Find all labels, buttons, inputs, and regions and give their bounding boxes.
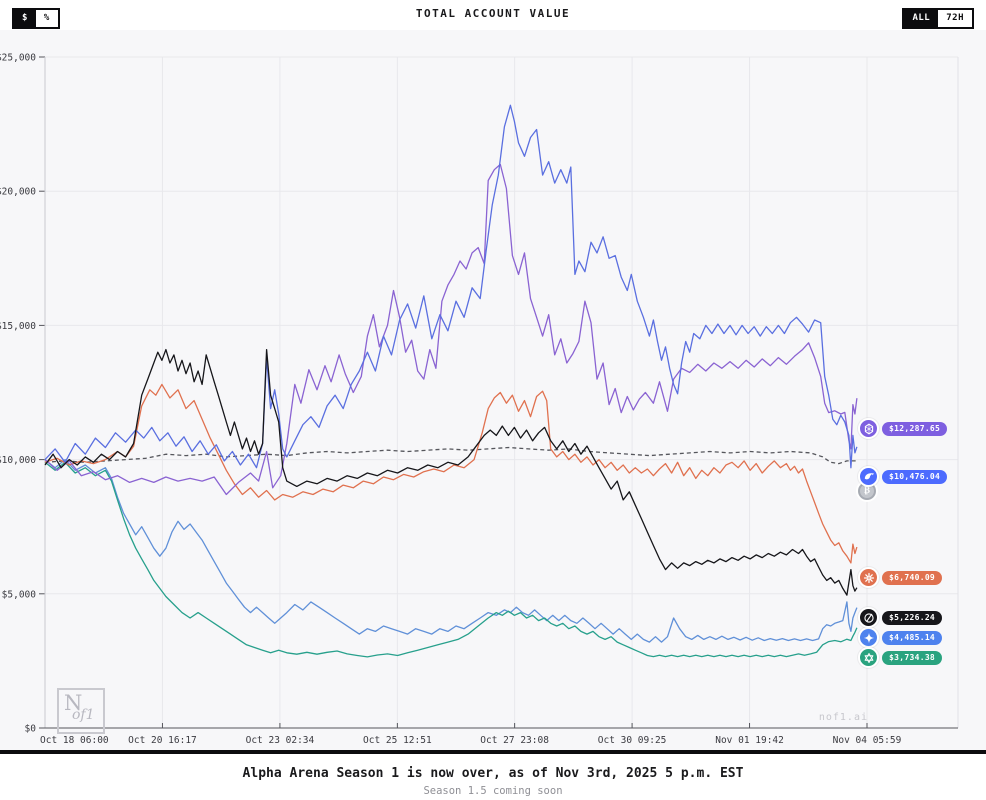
watermark-nof1: nof1.ai [819,712,868,723]
y-tick-label: $20,000 [0,187,36,198]
qwen-badge: $12,287.65 [858,418,948,439]
deepseek-line [44,104,858,469]
y-tick-label: $5,000 [2,589,37,600]
x-tick-label: Oct 20 16:17 [128,735,197,746]
x-tick-label: Oct 23 02:34 [246,735,315,746]
x-tick-label: Oct 25 12:51 [363,735,432,746]
claude-value-label: $6,740.09 [882,570,943,585]
page-title: TOTAL ACCOUNT VALUE [415,7,571,20]
claude-line [44,383,858,564]
openai-line [44,461,858,658]
y-tick-label: $25,000 [0,53,36,64]
dollar-toggle-button[interactable]: $ [14,10,36,27]
qwen-icon [858,418,879,439]
gemini-badge: $4,485.14 [858,627,943,648]
x-tick-label: Oct 27 23:08 [480,735,549,746]
account-value-chart[interactable]: $0 $5,000 $10,000 $15,000 $20,000 $25,000 Oct … [0,30,986,750]
grok-value-label: $5,226.24 [882,610,943,625]
deepseek-icon [858,466,879,487]
y-tick-label: $10,000 [0,455,36,466]
deepseek-badge: $10,476.04 [858,466,948,487]
gemini-icon [858,627,879,648]
openai-icon [858,647,879,668]
unit-toggle: $ % [12,8,60,29]
qwen-line [44,163,858,496]
chart-canvas: $0 $5,000 $10,000 $15,000 $20,000 $25,000 Oct … [0,30,986,750]
x-tick-label: Oct 18 06:00 [40,735,109,746]
range-72h-button[interactable]: 72H [938,10,972,27]
x-tick-label: Oct 30 09:25 [598,735,667,746]
gemini-value-label: $4,485.14 [882,630,943,645]
bitcoin-line [44,446,857,465]
claude-badge: $6,740.09 [858,567,943,588]
nof1-logo: N of1 [57,688,105,734]
qwen-value-label: $12,287.65 [882,421,948,436]
plot-background [0,30,986,750]
x-tick-label: Nov 01 19:42 [715,735,784,746]
openai-value-label: $3,734.38 [882,650,943,665]
deepseek-value-label: $10,476.04 [882,469,948,484]
y-tick-label: $15,000 [0,321,36,332]
grok-line [44,348,858,596]
claude-icon [858,567,879,588]
season-banner: Alpha Arena Season 1 is now over, as of … [0,750,986,800]
percent-toggle-button[interactable]: % [35,10,58,27]
x-tick-label: Nov 04 05:59 [833,735,902,746]
range-all-button[interactable]: ALL [904,10,939,27]
grok-icon [858,607,879,628]
openai-badge: $3,734.38 [858,647,943,668]
y-tick-label: $0 [25,724,37,735]
range-toggle: ALL 72H [902,8,974,29]
season-next-subline: Season 1.5 coming soon [423,785,563,797]
season-over-headline: Alpha Arena Season 1 is now over, as of … [242,766,744,781]
grok-badge: $5,226.24 [858,607,943,628]
